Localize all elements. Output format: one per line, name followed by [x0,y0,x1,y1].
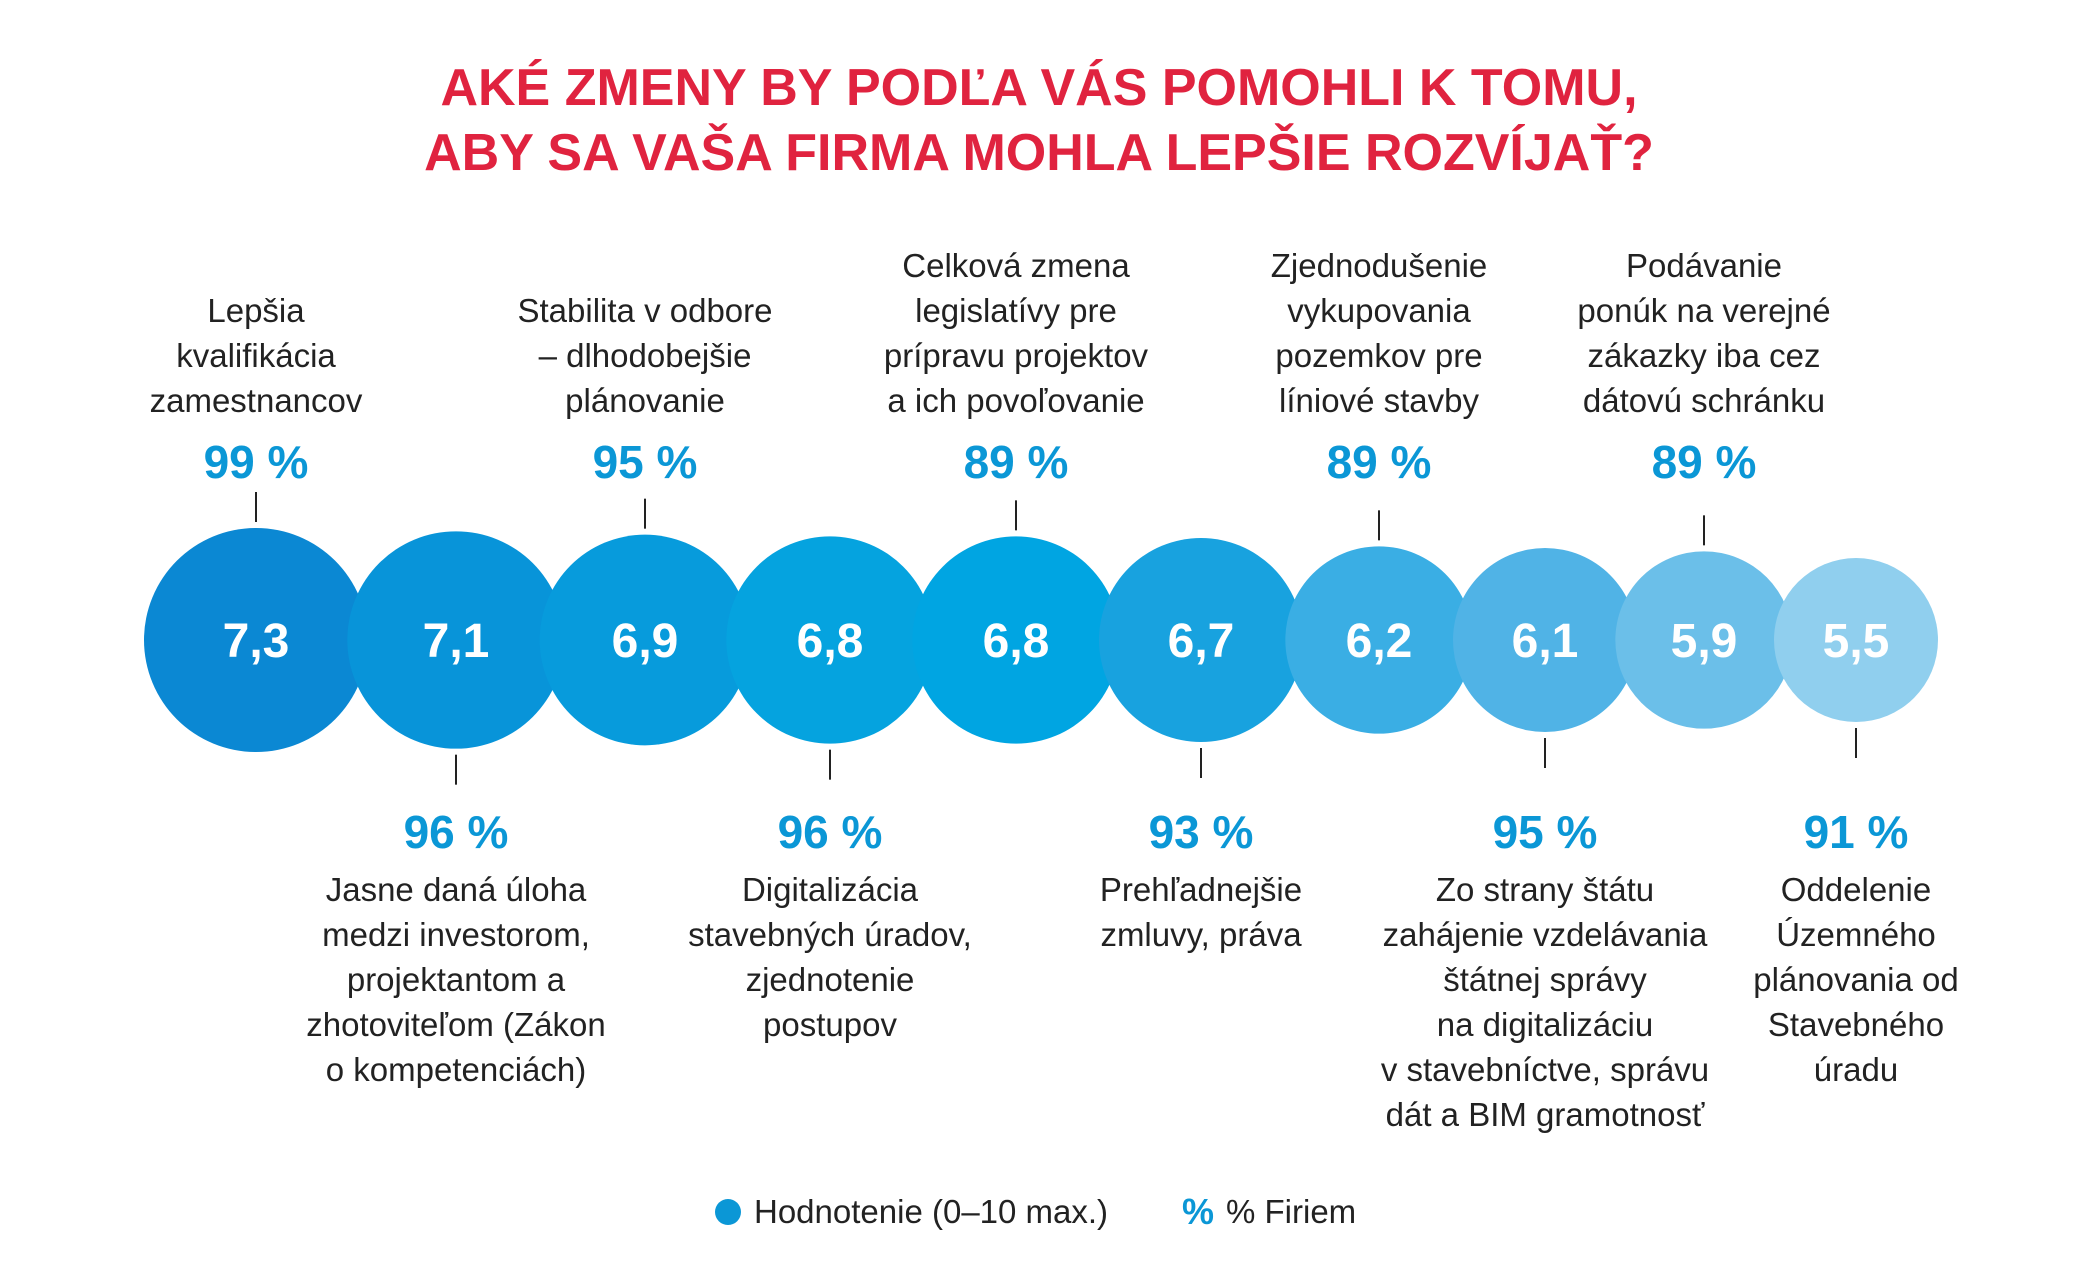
category-label-8-line-3: štátnej správy [1443,961,1647,998]
bubble-7 [1285,546,1473,734]
percent-label-2: 96 % [404,806,509,858]
bubble-4 [726,536,934,744]
category-label-9-line-4: dátovú schránku [1583,382,1825,419]
category-label-3-line-1: Stabilita v odbore [518,292,773,329]
category-label-8-line-6: dát a BIM gramotnosť [1386,1096,1705,1133]
percent-label-5: 89 % [964,436,1069,488]
bubble-9 [1615,551,1793,729]
category-label-4-line-3: zjednotenie [746,961,915,998]
category-label-1-line-1: Lepšia [207,292,305,329]
category-label-7-line-3: pozemkov pre [1275,337,1482,374]
category-label-2-line-2: medzi investorom, [322,916,590,953]
bubble-series: 7,3 7,1 6,9 6,8 6,8 6,7 6,2 6,1 5,9 5,5 [144,528,1938,752]
category-label-10-line-1: Oddelenie [1781,871,1931,908]
category-label-1-line-3: zamestnancov [150,382,363,419]
category-label-9-line-3: zákazky iba cez [1588,337,1821,374]
category-label-7-line-4: líniové stavby [1279,382,1479,419]
category-label-5-line-1: Celková zmena [902,247,1130,284]
category-label-2-line-4: zhotoviteľom (Zákon [306,1006,605,1043]
percent-label-7: 89 % [1327,436,1432,488]
category-label-10-line-5: úradu [1814,1051,1898,1088]
category-label-10-line-4: Stavebného [1768,1006,1944,1043]
bubble-10 [1774,558,1938,722]
legend: Hodnotenie (0–10 max.) % % Firiem [715,1191,1356,1232]
category-label-8-line-4: na digitalizáciu [1437,1006,1653,1043]
bubble-2 [347,531,565,749]
category-label-10-line-3: plánovania od [1753,961,1959,998]
bubble-score-7: 6,2 [1346,615,1413,668]
bubble-6 [1099,538,1303,742]
bubble-score-10: 5,5 [1823,615,1890,668]
category-label-9-line-1: Podávanie [1626,247,1782,284]
category-label-6-line-1: Prehľadnejšie [1100,871,1302,908]
percent-label-1: 99 % [204,436,309,488]
percent-label-6: 93 % [1149,806,1254,858]
category-label-4-line-2: stavebných úradov, [688,916,972,953]
percent-label-3: 95 % [593,436,698,488]
percent-label-4: 96 % [778,806,883,858]
category-label-1-line-2: kvalifikácia [176,337,336,374]
category-label-2-line-5: o kompetenciách) [326,1051,586,1088]
bubble-score-9: 5,9 [1671,615,1738,668]
category-label-8-line-2: zahájenie vzdelávania [1383,916,1708,953]
category-label-3-line-3: plánovanie [565,382,725,419]
category-label-10-line-2: Územného [1776,916,1936,953]
bubble-score-6: 6,7 [1168,615,1235,668]
bubble-3 [539,534,751,746]
category-label-5-line-4: a ich povoľovanie [887,382,1144,419]
category-label-8-line-5: v stavebníctve, správu [1381,1051,1709,1088]
category-label-3-line-2: – dlhodobejšie [539,337,752,374]
bubble-score-2: 7,1 [423,615,490,668]
bubble-8 [1453,548,1637,732]
bubble-score-1: 7,3 [223,615,290,668]
category-label-7-line-2: vykupovania [1287,292,1471,329]
chart-title-line-1: AKÉ ZMENY BY PODĽA VÁS POMOHLI K TOMU, [440,59,1637,117]
percent-label-9: 89 % [1652,436,1757,488]
category-label-4-line-1: Digitalizácia [742,871,919,908]
bubble-score-3: 6,9 [612,615,679,668]
category-label-8-line-1: Zo strany štátu [1436,871,1654,908]
category-label-5-line-3: prípravu projektov [884,337,1149,374]
bubble-5 [912,536,1120,744]
category-label-5-line-2: legislatívy pre [915,292,1117,329]
bubble-score-5: 6,8 [983,615,1050,668]
chart-title-line-2: ABY SA VAŠA FIRMA MOHLA LEPŠIE ROZVÍJAŤ? [424,123,1654,182]
percent-label-10: 91 % [1804,806,1909,858]
category-label-7-line-1: Zjednodušenie [1271,247,1488,284]
bubble-score-8: 6,1 [1512,615,1579,668]
category-label-6-line-2: zmluvy, práva [1100,916,1302,953]
percent-label-8: 95 % [1493,806,1598,858]
annotation-series: 99 % Lepšia kvalifikácia zamestnancov 96 % Ja… [150,247,1959,1133]
category-label-4-line-4: postupov [763,1006,897,1043]
category-label-2-line-3: projektantom a [347,961,566,998]
legend-percent-label: % Firiem [1226,1193,1356,1230]
legend-score-label: Hodnotenie (0–10 max.) [754,1193,1108,1230]
legend-score-swatch [715,1199,741,1225]
category-label-2-line-1: Jasne daná úloha [326,871,587,908]
bubble-score-4: 6,8 [797,615,864,668]
bubble-1 [144,528,368,752]
category-label-9-line-2: ponúk na verejné [1577,292,1830,329]
legend-percent-symbol: % [1182,1191,1214,1232]
